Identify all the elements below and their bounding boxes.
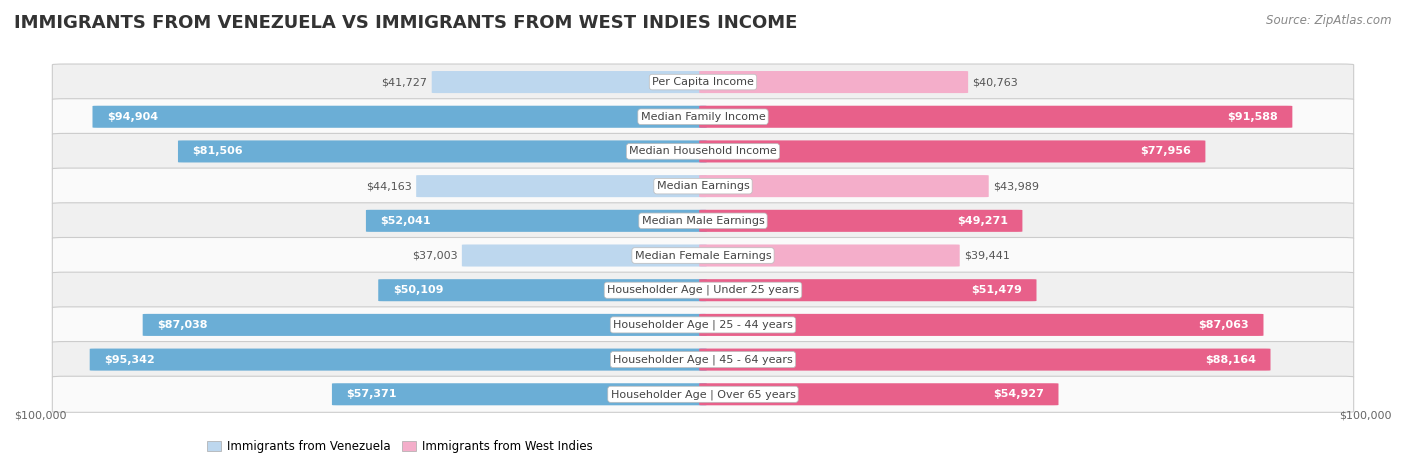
FancyBboxPatch shape	[699, 348, 1271, 371]
Text: $54,927: $54,927	[993, 389, 1043, 399]
Text: Median Male Earnings: Median Male Earnings	[641, 216, 765, 226]
FancyBboxPatch shape	[52, 376, 1354, 412]
Text: Householder Age | Over 65 years: Householder Age | Over 65 years	[610, 389, 796, 400]
Text: $87,038: $87,038	[157, 320, 208, 330]
Text: $87,063: $87,063	[1198, 320, 1249, 330]
FancyBboxPatch shape	[699, 71, 969, 93]
Text: Source: ZipAtlas.com: Source: ZipAtlas.com	[1267, 14, 1392, 27]
Text: $81,506: $81,506	[193, 147, 243, 156]
Text: $94,904: $94,904	[107, 112, 159, 122]
Text: $40,763: $40,763	[973, 77, 1018, 87]
FancyBboxPatch shape	[699, 141, 1205, 163]
Text: $100,000: $100,000	[14, 411, 66, 421]
Text: Median Earnings: Median Earnings	[657, 181, 749, 191]
Text: Median Female Earnings: Median Female Earnings	[634, 250, 772, 261]
FancyBboxPatch shape	[52, 134, 1354, 170]
Text: Householder Age | 45 - 64 years: Householder Age | 45 - 64 years	[613, 354, 793, 365]
Text: Median Household Income: Median Household Income	[628, 147, 778, 156]
Text: $50,109: $50,109	[392, 285, 443, 295]
Text: IMMIGRANTS FROM VENEZUELA VS IMMIGRANTS FROM WEST INDIES INCOME: IMMIGRANTS FROM VENEZUELA VS IMMIGRANTS …	[14, 14, 797, 32]
Text: Householder Age | Under 25 years: Householder Age | Under 25 years	[607, 285, 799, 296]
FancyBboxPatch shape	[699, 245, 960, 267]
FancyBboxPatch shape	[699, 279, 1036, 301]
FancyBboxPatch shape	[90, 348, 707, 371]
FancyBboxPatch shape	[699, 210, 1022, 232]
Text: $43,989: $43,989	[993, 181, 1039, 191]
FancyBboxPatch shape	[699, 383, 1059, 405]
FancyBboxPatch shape	[52, 99, 1354, 135]
FancyBboxPatch shape	[52, 238, 1354, 274]
FancyBboxPatch shape	[93, 106, 707, 128]
FancyBboxPatch shape	[52, 203, 1354, 239]
Text: $44,163: $44,163	[366, 181, 412, 191]
Text: $51,479: $51,479	[972, 285, 1022, 295]
FancyBboxPatch shape	[179, 141, 707, 163]
FancyBboxPatch shape	[366, 210, 707, 232]
Text: $49,271: $49,271	[956, 216, 1008, 226]
FancyBboxPatch shape	[52, 168, 1354, 204]
FancyBboxPatch shape	[416, 175, 707, 197]
FancyBboxPatch shape	[52, 307, 1354, 343]
FancyBboxPatch shape	[378, 279, 707, 301]
Text: Per Capita Income: Per Capita Income	[652, 77, 754, 87]
FancyBboxPatch shape	[699, 106, 1292, 128]
Text: $41,727: $41,727	[381, 77, 427, 87]
Text: $77,956: $77,956	[1140, 147, 1191, 156]
Text: $91,588: $91,588	[1227, 112, 1278, 122]
FancyBboxPatch shape	[52, 64, 1354, 100]
FancyBboxPatch shape	[142, 314, 707, 336]
Text: $57,371: $57,371	[347, 389, 396, 399]
FancyBboxPatch shape	[332, 383, 707, 405]
FancyBboxPatch shape	[52, 341, 1354, 378]
FancyBboxPatch shape	[699, 314, 1264, 336]
Legend: Immigrants from Venezuela, Immigrants from West Indies: Immigrants from Venezuela, Immigrants fr…	[202, 436, 598, 458]
Text: $37,003: $37,003	[412, 250, 457, 261]
Text: Householder Age | 25 - 44 years: Householder Age | 25 - 44 years	[613, 319, 793, 330]
Text: $39,441: $39,441	[965, 250, 1010, 261]
FancyBboxPatch shape	[432, 71, 707, 93]
Text: Median Family Income: Median Family Income	[641, 112, 765, 122]
Text: $88,164: $88,164	[1205, 354, 1256, 365]
Text: $100,000: $100,000	[1340, 411, 1392, 421]
FancyBboxPatch shape	[699, 175, 988, 197]
Text: $52,041: $52,041	[381, 216, 432, 226]
Text: $95,342: $95,342	[104, 354, 155, 365]
FancyBboxPatch shape	[461, 245, 707, 267]
FancyBboxPatch shape	[52, 272, 1354, 308]
